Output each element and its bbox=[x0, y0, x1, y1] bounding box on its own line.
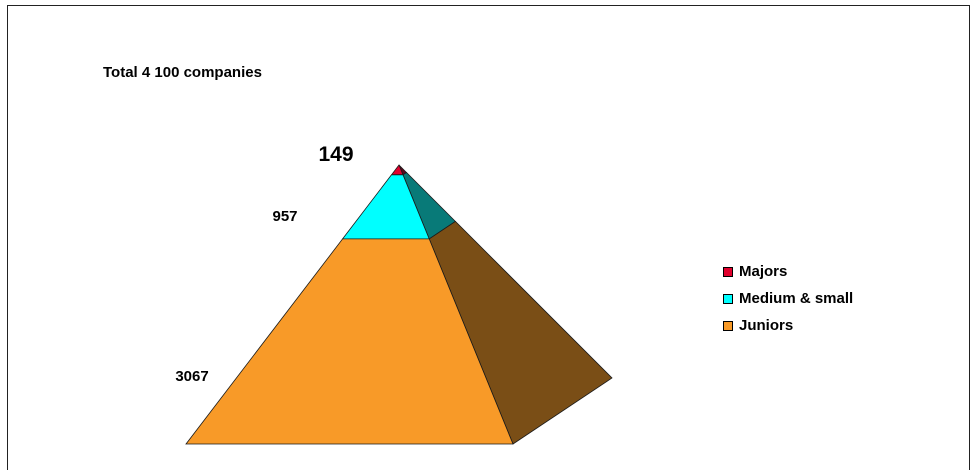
chart-title: Total 4 100 companies bbox=[103, 64, 262, 81]
legend-label-juniors: Juniors bbox=[739, 317, 794, 334]
legend-label-medium-small: Medium & small bbox=[739, 290, 854, 307]
legend-swatch-juniors bbox=[723, 320, 733, 331]
value-label-juniors: 3067 bbox=[175, 368, 208, 385]
value-label-majors: 149 bbox=[318, 143, 353, 166]
legend-swatch-majors bbox=[723, 266, 733, 277]
legend-item-majors: Majors bbox=[723, 258, 853, 285]
legend-item-juniors: Juniors bbox=[723, 312, 853, 339]
legend-item-medium-small: Medium & small bbox=[723, 285, 853, 312]
pyramid-level-juniors bbox=[185, 238, 514, 445]
legend: Majors Medium & small Juniors bbox=[723, 258, 853, 339]
pyramid-level-majors bbox=[390, 164, 404, 176]
legend-label-majors: Majors bbox=[739, 263, 788, 280]
legend-swatch-medium-small bbox=[723, 293, 733, 304]
value-label-medium-small: 957 bbox=[272, 208, 297, 225]
